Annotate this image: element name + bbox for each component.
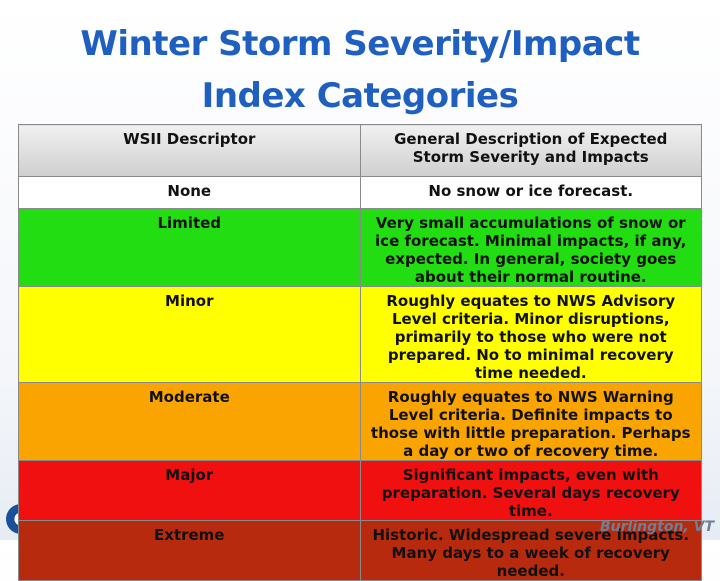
column-header: WSII Descriptor — [18, 124, 361, 177]
wsii-table: WSII Descriptor General Description of Ex… — [18, 124, 702, 581]
descriptor-cell: Limited — [18, 208, 361, 287]
table-row: Moderate Roughly equates to NWS Warning L… — [18, 382, 702, 461]
description-cell: Very small accumulations of snow or ice … — [359, 208, 702, 287]
description-cell: Significant impacts, even with preparati… — [359, 460, 702, 521]
description-cell: Roughly equates to NWS Warning Level cri… — [359, 382, 702, 461]
header-row: WSII Descriptor General Description of Ex… — [18, 124, 702, 177]
description-cell: Roughly equates to NWS Advisory Level cr… — [359, 286, 702, 383]
table-row: Major Significant impacts, even with prep… — [18, 460, 702, 521]
descriptor-cell: Minor — [18, 286, 361, 383]
office-location: Burlington, VT — [600, 519, 714, 535]
table-row: None No snow or ice forecast. — [18, 176, 702, 209]
descriptor-cell: Extreme — [18, 520, 361, 581]
table-head: WSII Descriptor General Description of Ex… — [18, 124, 702, 177]
descriptor-cell: Moderate — [18, 382, 361, 461]
column-header: General Description of Expected Storm Se… — [359, 124, 702, 177]
description-cell: No snow or ice forecast. — [359, 176, 702, 209]
table-row: Limited Very small accumulations of snow … — [18, 208, 702, 287]
table-row: Minor Roughly equates to NWS Advisory Lev… — [18, 286, 702, 383]
slide-title: Winter Storm Severity/Impact Index Categ… — [80, 24, 640, 116]
descriptor-cell: Major — [18, 460, 361, 521]
descriptor-cell: None — [18, 176, 361, 209]
